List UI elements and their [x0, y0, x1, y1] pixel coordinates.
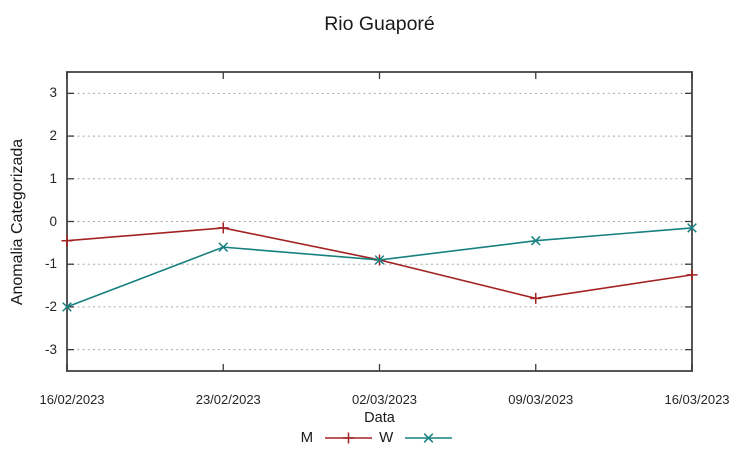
legend-label-w: W: [379, 429, 394, 446]
series-W-marker-0: [62, 302, 72, 312]
series-W-line: [66, 227, 693, 308]
x-tick-label: 09/03/2023: [508, 392, 574, 407]
y-axis-title: Anomalia Categorizada: [9, 139, 26, 305]
x-tick-label: 02/03/2023: [351, 392, 418, 407]
series-M-marker-3: [530, 292, 542, 304]
x-tick-label: 16/03/2023: [664, 392, 730, 407]
series-M-marker-0: [61, 235, 73, 247]
x-tick-label: 16/02/2023: [39, 392, 105, 407]
y-tick-label: -1: [44, 256, 57, 272]
series-W-marker-2: [374, 255, 385, 265]
x-tick-label: 23/02/2023: [195, 392, 261, 407]
y-tick-label: 2: [49, 128, 57, 144]
x-axis-title: Data: [364, 410, 395, 426]
y-tick-label: 0: [49, 213, 57, 229]
series-W-marker-3: [530, 235, 541, 246]
series-M-marker-4: [686, 269, 698, 281]
legend-sample-marker: [343, 432, 355, 444]
y-tick-label: -3: [44, 341, 57, 357]
legend-label-m: M: [300, 429, 314, 446]
y-tick-label: -2: [44, 298, 57, 314]
series-M-marker-1: [217, 222, 229, 234]
series-W-marker-1: [218, 242, 229, 252]
legend-sample-m-line-icon: [325, 432, 373, 444]
chart-title: Rio Guaporé: [324, 13, 435, 35]
y-tick-label: 3: [49, 85, 57, 101]
legend-sample-marker: [423, 433, 434, 443]
legend-sample-w-line-icon: [405, 433, 453, 443]
y-tick-label: 1: [49, 170, 57, 186]
legend: M W: [0, 429, 753, 447]
series-W-marker-4: [687, 223, 697, 233]
